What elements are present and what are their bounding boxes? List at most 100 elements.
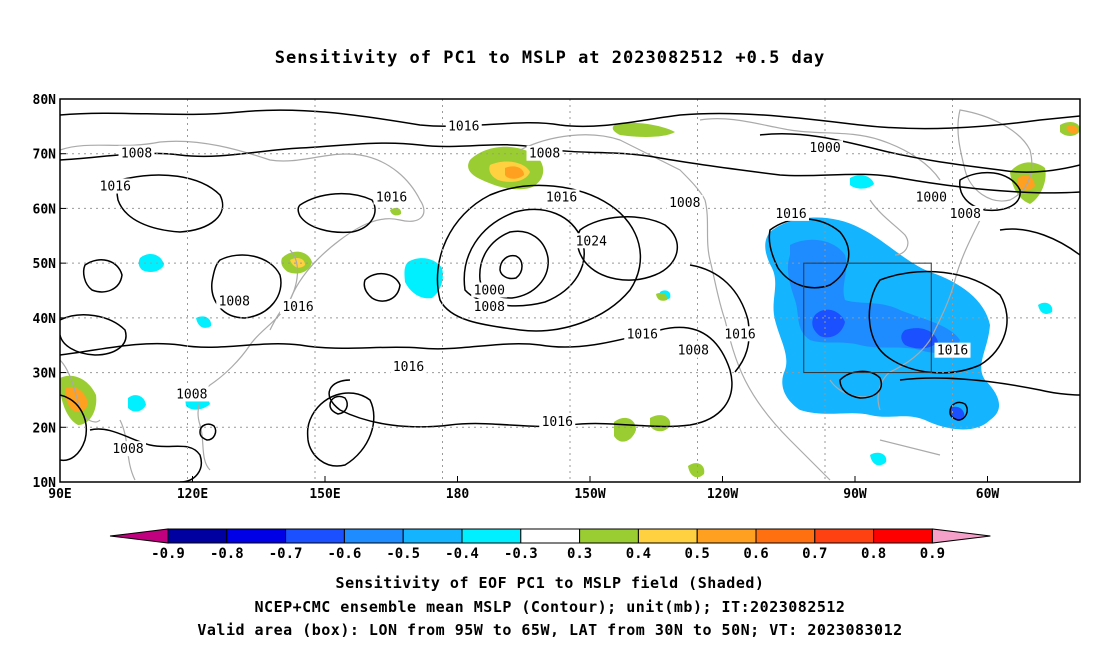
shading-negative-na-deep2 [901, 328, 938, 349]
contour-1008-india [60, 394, 87, 462]
lon-label: 90W [843, 487, 867, 502]
shading-cyan-arctic [850, 175, 874, 189]
colorbar-label: -0.6 [328, 546, 362, 562]
caption-valid-area: Valid area (box): LON from 95W to 65W, L… [197, 621, 903, 639]
lat-label: 60N [33, 202, 57, 217]
map-figure: 1016 1008 1000 1008 1016 1016 1016 1008 1016 1000… [33, 93, 1081, 562]
colorbar-swatch [696, 528, 757, 544]
coast-arctic-canada [699, 118, 941, 181]
shading-positive-siberia [390, 207, 402, 216]
contour-label: 1016 [937, 344, 968, 359]
mslp-contours [60, 109, 1080, 482]
colorbar-label: 0.8 [861, 546, 886, 562]
shading-positive-greenland-core [1018, 175, 1035, 191]
contour-1016-na-high [768, 218, 850, 289]
shading-positive-ak [656, 292, 668, 301]
contour-label-bg [110, 441, 146, 457]
colorbar-swatch [755, 528, 816, 544]
lon-label: 60W [976, 487, 1000, 502]
coast-greenland [957, 109, 1033, 202]
shading-positive-arctic [612, 122, 675, 137]
contour-label: 1016 [376, 190, 407, 205]
colorbar-label: -0.5 [386, 546, 420, 562]
colorbar: -0.9 -0.8 -0.7 -0.6 -0.5 -0.4 -0.3 0.3 0.4 0.5 0.6… [109, 528, 991, 562]
sensitivity-shading [60, 122, 1080, 478]
colorbar-label: 0.9 [920, 546, 945, 562]
colorbar-label: 0.5 [685, 546, 710, 562]
contour-label: 1008 [529, 147, 560, 162]
contour-label-bg [173, 386, 210, 402]
contour-low-pacific-core [499, 254, 523, 280]
contour-label: 1016 [775, 207, 806, 222]
colorbar-swatch [579, 528, 639, 544]
shading-positive-india-core [65, 386, 88, 413]
colorbar-label: 0.4 [626, 546, 651, 562]
valid-area-box [803, 262, 932, 374]
colorbar-swatch [167, 528, 228, 544]
contour-label: 1016 [546, 190, 577, 205]
contour-label-bg [913, 189, 950, 205]
contour-label: 1016 [282, 300, 313, 315]
colorbar-label: -0.7 [269, 546, 303, 562]
contour-1016-atl-south [899, 377, 1080, 396]
shading-cyan-atl [1038, 302, 1053, 314]
contour-label-bg [390, 359, 427, 375]
contour-label-bg [526, 145, 563, 161]
contour-small-low-2 [329, 395, 348, 415]
contour-small-low-3 [949, 401, 968, 421]
shading-positive-mexico [688, 463, 705, 478]
contour-1016-atlantic [868, 270, 1008, 374]
colorbar-low-arrow [109, 528, 169, 544]
shading-cyan-carib [870, 452, 887, 466]
coast-na-west [704, 199, 831, 481]
contour-label-bg [471, 282, 508, 298]
contour-label: 1016 [448, 119, 479, 134]
contour-1000-arctic [759, 132, 1080, 173]
lon-label: 120E [177, 487, 208, 502]
colorbar-swatch [285, 528, 345, 544]
colorbar-swatch [873, 528, 933, 544]
figure-title: Sensitivity of PC1 to MSLP at 2023082512… [274, 48, 826, 68]
contour-label: 1016 [542, 415, 573, 430]
contour-label-bg [807, 140, 843, 156]
coast-hudson [869, 199, 909, 256]
contour-label-bg [539, 413, 576, 429]
colorbar-swatch [814, 528, 875, 544]
contour-label: 1008 [121, 147, 152, 162]
coast-caribbean [879, 439, 941, 456]
contour-label: 1008 [474, 300, 505, 315]
shading-negative-na-deep [812, 309, 845, 338]
contour-label-bg [543, 189, 580, 205]
shading-cyan-pacific [404, 258, 443, 299]
contour-label-bg [280, 298, 316, 314]
contour-label: 1008 [176, 387, 207, 402]
contour-small-low-1 [199, 423, 217, 441]
contour-label: 1000 [474, 284, 505, 299]
colorbar-label: 0.3 [567, 546, 592, 562]
shading-positive-japan-core [290, 257, 305, 268]
contour-label: 1016 [724, 327, 755, 342]
colorbar-label: -0.8 [210, 546, 244, 562]
contour-1016-hawaii-loop [306, 392, 375, 467]
contour-1008-north [60, 142, 1080, 194]
contour-label-bg [118, 145, 155, 161]
lat-label: 30N [33, 367, 57, 382]
contour-label-bg [445, 118, 482, 134]
caption-shading: Sensitivity of EOF PC1 to MSLP field (Sh… [335, 574, 765, 592]
contour-1016-north [60, 109, 1080, 130]
colorbar-swatch [343, 528, 404, 544]
contour-label-bg [675, 342, 712, 358]
contour-label: 1000 [809, 141, 840, 156]
lon-label: 150W [574, 487, 605, 502]
colorbar-label: -0.3 [504, 546, 538, 562]
contour-1008-asia [211, 254, 282, 319]
colorbar-high-arrow [931, 528, 991, 544]
colorbar-label: 0.7 [802, 546, 827, 562]
colorbar-swatch [461, 528, 522, 544]
contour-label-bg [947, 205, 984, 221]
coast-na-east [877, 219, 981, 411]
lat-label: 80N [33, 93, 57, 108]
contour-1016-mid [116, 174, 224, 233]
